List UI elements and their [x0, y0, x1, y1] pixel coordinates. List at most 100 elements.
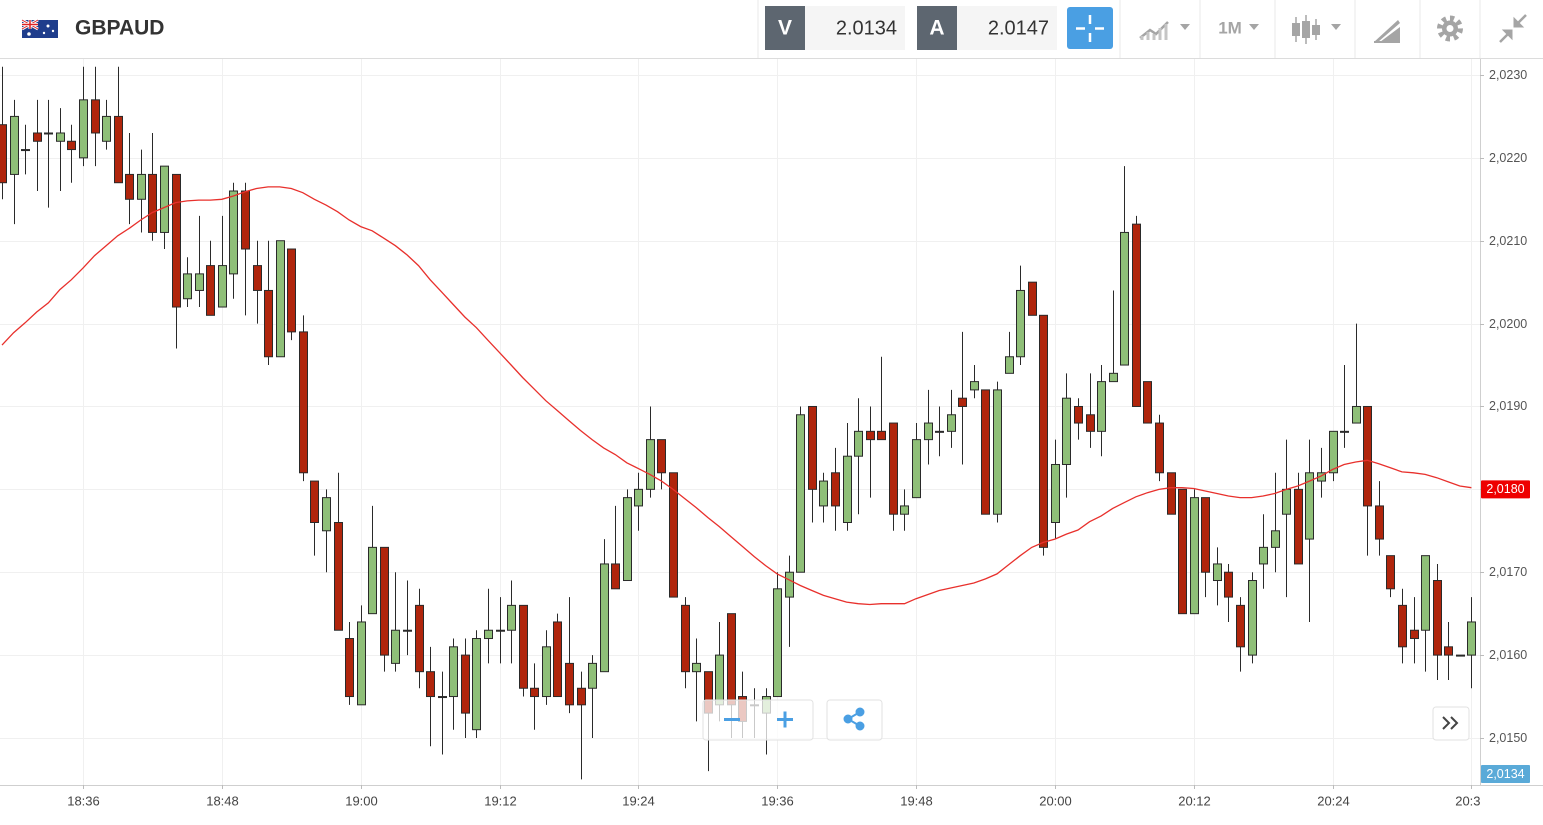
candle-body	[1363, 405, 1372, 507]
y-tick-label: 2,0210	[1489, 234, 1527, 248]
candle-body	[276, 240, 285, 358]
candle-body	[299, 331, 308, 474]
x-tick-label: 20:00	[1039, 793, 1072, 808]
candle-body	[1190, 497, 1199, 615]
candle-body	[183, 273, 192, 300]
candle-body	[1201, 497, 1210, 573]
candle-body	[669, 472, 678, 598]
candle-body	[692, 662, 701, 673]
candle-body	[796, 414, 805, 573]
candles-button[interactable]	[1292, 15, 1341, 44]
candle-body	[1294, 488, 1303, 565]
candle-body	[1074, 405, 1083, 424]
candle-body	[148, 173, 157, 233]
candle-body	[900, 505, 909, 515]
buy-button[interactable]	[917, 6, 957, 50]
price-marker-label: 2,0134	[1486, 767, 1524, 781]
candle-body	[981, 389, 990, 515]
candle-body	[67, 140, 76, 151]
candle-body	[1271, 530, 1280, 548]
candle-body	[1456, 654, 1465, 657]
candle-body	[958, 397, 967, 407]
y-tick-label: 2,0160	[1489, 648, 1527, 662]
x-tick-label: 20:12	[1178, 793, 1211, 808]
flag-icon	[21, 18, 58, 38]
axes: 2,0230 2,0220 2,0210 2,0200 2,0190 2,0180 2,01…	[67, 68, 1530, 808]
candle-body	[646, 439, 655, 490]
candle-body	[160, 165, 169, 233]
settings-button[interactable]	[1437, 15, 1463, 42]
candle-body	[426, 671, 435, 698]
y-tick-label: 2,0150	[1489, 731, 1527, 745]
candle-body	[44, 132, 53, 135]
buy-label: A	[929, 17, 944, 40]
candle-body	[1433, 580, 1442, 656]
scroll-end-button[interactable]	[1442, 716, 1459, 730]
y-tick-label: 2,0190	[1489, 399, 1527, 413]
crosshair-button[interactable]	[1067, 7, 1113, 49]
candle-body	[657, 439, 666, 474]
timeframe-button[interactable]: 1M	[1218, 18, 1242, 37]
candle-body	[565, 662, 574, 706]
candle-body	[1398, 604, 1407, 648]
share-button[interactable]	[843, 707, 865, 731]
scroll-box	[1432, 706, 1470, 741]
candle-body	[334, 522, 343, 631]
candle-body	[102, 115, 111, 142]
x-tick-label: 18:36	[67, 793, 100, 808]
candle-body	[843, 455, 852, 524]
candle-body	[415, 604, 424, 673]
zoom-in-button[interactable]	[777, 711, 793, 728]
moving-average-line	[1, 186, 1472, 606]
candle-body	[1028, 281, 1037, 316]
candle-body	[1282, 488, 1291, 515]
candle-body	[1236, 604, 1245, 648]
candle-body	[727, 613, 736, 706]
candle-body	[935, 430, 944, 433]
candle-body	[877, 430, 886, 441]
drawing-button[interactable]	[1374, 20, 1400, 43]
candle-body	[287, 248, 296, 333]
candle-body	[1467, 621, 1476, 656]
collapse-button[interactable]	[1499, 14, 1527, 43]
candle-body	[172, 173, 181, 308]
x-tick-label: 19:12	[484, 793, 517, 808]
buy-price-box[interactable]	[957, 6, 1057, 50]
candle-body	[357, 621, 366, 706]
candle-body	[449, 646, 458, 698]
price-marker	[1481, 765, 1530, 783]
candle-body	[79, 99, 88, 159]
y-tick-label: 2,0200	[1489, 317, 1527, 331]
candle-body	[1086, 414, 1095, 432]
candle-body	[310, 480, 319, 523]
candle-body	[1109, 372, 1118, 383]
candle-body	[391, 629, 400, 664]
candle-body	[1224, 571, 1233, 598]
chart-type-button[interactable]	[1139, 21, 1190, 40]
candle-body	[10, 115, 19, 175]
candle-body	[785, 571, 794, 598]
candle-body	[1143, 381, 1152, 424]
price-marker-label: 2,0180	[1486, 482, 1524, 496]
sell-price-box[interactable]	[805, 6, 905, 50]
x-tick-label: 19:24	[622, 793, 655, 808]
candle-body	[461, 654, 470, 714]
candle-body	[403, 629, 412, 632]
candle-body	[1213, 563, 1222, 582]
candle-body	[206, 265, 215, 316]
candle-body	[1062, 397, 1071, 465]
candle-body	[1352, 405, 1361, 424]
candle-body	[773, 588, 782, 698]
candle-body	[993, 389, 1002, 515]
candle-body	[496, 629, 505, 632]
x-tick-label: 19:36	[761, 793, 794, 808]
candle-body	[1167, 472, 1176, 515]
sell-button[interactable]	[765, 6, 805, 50]
candle-body	[33, 132, 42, 142]
dropdown-caret	[1249, 24, 1259, 30]
candle-body	[195, 273, 204, 291]
buy-price: 2.0147	[988, 17, 1049, 39]
candle-body	[819, 480, 828, 507]
